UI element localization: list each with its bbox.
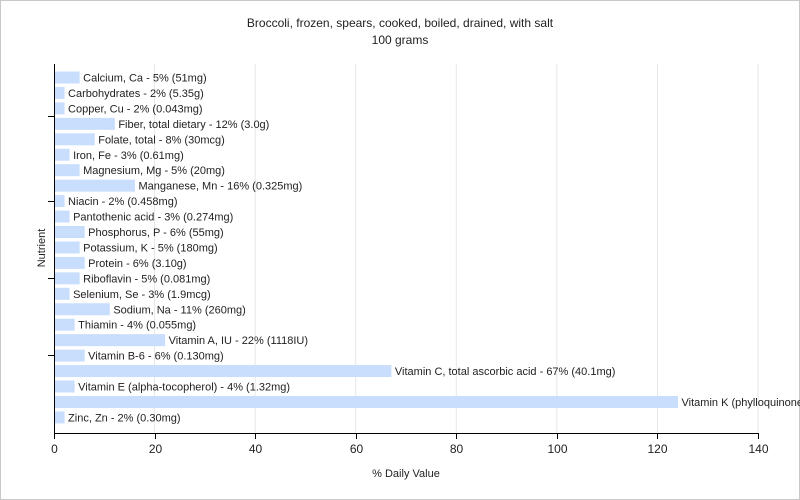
axes (54, 64, 758, 434)
bar-label: Zinc, Zn - 2% (0.30mg) (68, 412, 180, 424)
bar (54, 179, 135, 192)
x-tick-label: 20 (149, 442, 163, 456)
bar (54, 210, 70, 223)
x-tick-label: 100 (547, 442, 567, 456)
bar (54, 241, 80, 254)
bar (54, 272, 80, 285)
bar (54, 334, 166, 347)
bar (54, 71, 80, 84)
bar-label: Thiamin - 4% (0.055mg) (78, 320, 196, 332)
bar-label: Vitamin E (alpha-tocopherol) - 4% (1.32m… (78, 382, 290, 394)
bar (54, 365, 392, 378)
chart-title: Broccoli, frozen, spears, cooked, boiled… (247, 16, 554, 30)
bar-label: Vitamin C, total ascorbic acid - 67% (40… (395, 366, 616, 378)
bar-label: Selenium, Se - 3% (1.9mcg) (73, 289, 211, 301)
bar-label: Potassium, K - 5% (180mg) (83, 242, 218, 254)
bar-label: Vitamin K (phylloquinone) - 124% (99.5mc… (682, 397, 800, 409)
x-tick-label: 140 (748, 442, 768, 456)
bar (54, 226, 85, 238)
bar-label: Iron, Fe - 3% (0.61mg) (73, 150, 184, 162)
x-tick-label: 0 (51, 442, 58, 456)
x-tick-label: 80 (450, 442, 464, 456)
bar (54, 148, 70, 161)
bar-label: Riboflavin - 5% (0.081mg) (83, 273, 210, 285)
bar (54, 287, 70, 300)
bar-label: Vitamin A, IU - 22% (1118IU) (169, 335, 308, 347)
bar-label: Protein - 6% (3.10g) (88, 258, 186, 270)
bar-label: Manganese, Mn - 16% (0.325mg) (138, 181, 302, 193)
bar (54, 349, 85, 362)
bar (54, 411, 65, 424)
x-tick-label: 120 (647, 442, 667, 456)
x-tick-label: 40 (249, 442, 263, 456)
bar-labels: Calcium, Ca - 5% (51mg) Carbohydrates - 2… (68, 73, 800, 425)
bar (54, 86, 65, 99)
bar (54, 102, 65, 115)
bar-label: Carbohydrates - 2% (5.35g) (68, 88, 204, 100)
bar-label: Copper, Cu - 2% (0.043mg) (68, 103, 203, 115)
x-ticks: 0 20 40 60 80 100 120 140 (48, 116, 769, 456)
bar (54, 117, 115, 130)
bar-label: Niacin - 2% (0.458mg) (68, 196, 177, 208)
x-axis-label: % Daily Value (372, 468, 440, 480)
bar (54, 256, 85, 269)
bar (54, 303, 110, 316)
bar-label: Fiber, total dietary - 12% (3.0g) (118, 119, 269, 131)
bar (54, 380, 75, 393)
bar-label: Folate, total - 8% (30mcg) (98, 134, 225, 146)
bar-label: Magnesium, Mg - 5% (20mg) (83, 165, 225, 177)
bar-label: Phosphorus, P - 6% (55mg) (88, 227, 224, 239)
bar (54, 195, 65, 208)
y-axis-label: Nutrient (36, 229, 48, 268)
bar-label: Calcium, Ca - 5% (51mg) (83, 73, 206, 85)
bar (54, 395, 679, 408)
chart-subtitle: 100 grams (372, 33, 429, 47)
x-tick-label: 60 (350, 442, 364, 456)
bar (54, 318, 75, 331)
bar (54, 164, 80, 177)
bar (54, 133, 95, 146)
bar-label: Sodium, Na - 11% (260mg) (113, 304, 245, 316)
bar-label: Vitamin B-6 - 6% (0.130mg) (88, 351, 224, 363)
bar-label: Pantothenic acid - 3% (0.274mg) (73, 212, 233, 224)
bars (54, 71, 679, 424)
